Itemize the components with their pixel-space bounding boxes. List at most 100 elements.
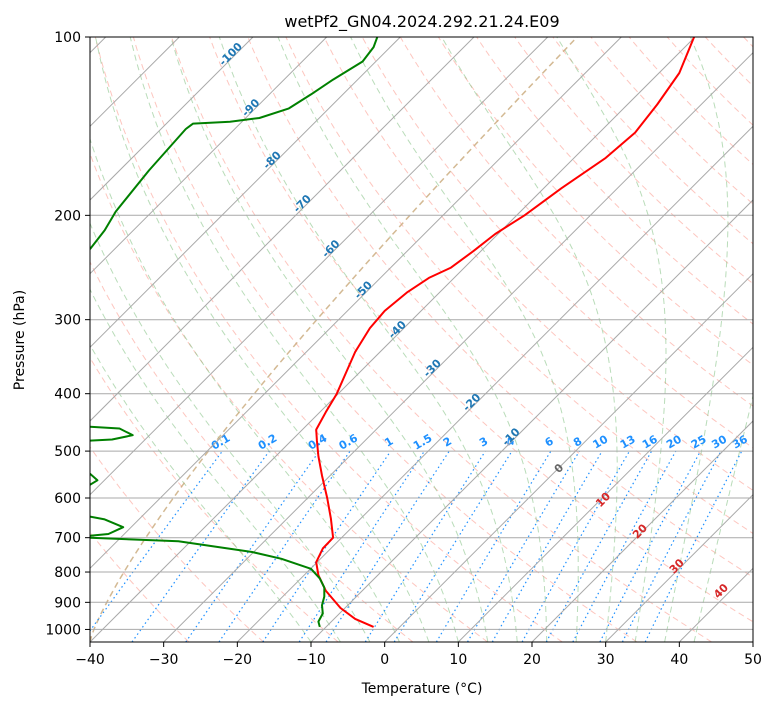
mixing-ratio-line [491,450,603,642]
moist-adiabat-line [556,37,667,642]
isotherm-gridline [90,37,549,496]
y-tick-label: 1000 [45,622,81,638]
moist-adiabat-line [664,37,729,642]
isotherm-label: -10 [499,425,522,448]
isotherm-gridline [605,493,753,642]
x-tick-label: 0 [380,652,389,668]
dewpoint-profile-line [90,536,326,628]
isotherm-label: -60 [319,237,342,260]
moist-adiabat-line [350,37,579,642]
dry-adiabat-line [666,37,753,126]
dry-adiabat-line [743,37,753,48]
isotherm-gridline [531,420,753,642]
moist-adiabat-line [90,288,341,642]
x-tick-label: −30 [149,652,179,668]
mixing-ratio-line [325,450,450,642]
isotherm-gridline [752,641,753,642]
y-tick-label: 600 [54,491,81,507]
dry-adiabat-line [437,37,753,366]
dry-adiabat-line [514,37,753,285]
isotherm-gridline [90,37,254,201]
mixing-ratio-label: 6 [543,434,556,449]
plot-area: 0.10.20.40.611.52346810131620253036-100-… [90,37,753,642]
mixing-ratio-label: 0.1 [209,432,232,453]
x-tick-label: 50 [744,652,762,668]
moist-adiabat-line [95,37,430,642]
mixing-ratio-line [545,450,653,642]
isotherm-gridline [90,37,696,642]
isotherm-label: -30 [421,356,444,379]
y-axis-title: Pressure (hPa) [12,290,28,390]
moist-adiabat-label: 10 [593,490,613,510]
moist-adiabat-line [90,343,312,642]
moist-adiabat-label: 20 [630,521,650,541]
y-axis: 100 200 300 400 500 600 700 800 900 1000 [45,30,90,638]
y-tick-label: 200 [54,208,81,224]
y-tick-label: 300 [54,313,81,329]
mixing-ratio-line [262,450,392,642]
y-tick-label: 900 [54,595,81,611]
y-tick-label: 700 [54,531,81,547]
dry-adiabat-line [399,37,753,407]
isotherm-gridline [90,37,401,349]
mixing-ratio-label: 10 [590,432,610,451]
isotherm-gridline [236,125,753,642]
moist-adiabat-label: 30 [667,556,687,576]
mixing-ratio-label: 30 [709,432,729,451]
moist-adiabat-line [129,37,459,642]
lcl-curve [90,37,578,642]
isotherm-gridline [163,51,753,642]
dry-adiabat-line [552,37,753,245]
isotherm-label: -50 [352,278,375,301]
mixing-ratio-line [298,450,425,642]
dewpoint-profile-line [90,37,379,250]
dry-adiabat-line [90,531,190,642]
dry-adiabat-line [209,37,753,623]
mixing-ratio-label: 8 [571,435,584,450]
mixing-ratio-label: 25 [689,433,709,452]
mixing-ratio-line [185,450,320,642]
isotherm-gridline [457,346,753,642]
mixing-ratio-line [131,450,270,642]
moist-adiabat-line [693,394,753,642]
moist-adiabat-line [90,221,371,642]
y-tick-label: 100 [54,30,81,46]
dry-adiabat-line [132,37,638,642]
x-tick-label: 20 [523,652,541,668]
mixing-ratio-line [599,450,702,642]
mixing-ratio-label: 36 [730,432,750,451]
y-tick-label: 800 [54,565,81,581]
mixing-ratio-label: 0.2 [256,432,279,453]
isotherm-gridline [90,37,622,570]
mixing-ratio-line [521,450,631,642]
mixing-ratio-line [393,450,513,642]
dry-adiabat-line [90,260,414,642]
isotherm-label: -40 [386,318,409,341]
isotherm-gridline [90,37,475,422]
mixing-ratio-label: 16 [640,432,660,451]
dry-adiabat-line [247,37,753,578]
x-tick-label: −10 [296,652,326,668]
mixing-ratio-line [644,450,743,642]
isotherm-label: -70 [291,192,314,215]
x-tick-label: −40 [75,652,105,668]
x-axis-title: Temperature (°C) [361,681,483,697]
moist-adiabat-label: 0 [552,461,567,476]
mixing-ratio-label: 3 [477,435,490,450]
temperature-profile-line [315,37,696,628]
dewpoint-profile-line [90,425,134,442]
isotherm-label: -80 [261,148,284,171]
x-tick-label: 40 [670,652,688,668]
moist-adiabat-line [90,137,400,642]
dry-adiabat-line [94,37,563,642]
dewpoint-profile-line [90,515,125,537]
mixing-ratio-line [364,450,486,642]
mixing-ratio-line [435,450,552,642]
dry-adiabat-line [90,152,488,642]
moist-adiabat-line [441,37,618,642]
mixing-ratio-line [572,450,677,642]
mixing-ratio-line [90,450,223,632]
y-tick-label: 500 [54,444,81,460]
dry-adiabat-line [90,446,264,642]
